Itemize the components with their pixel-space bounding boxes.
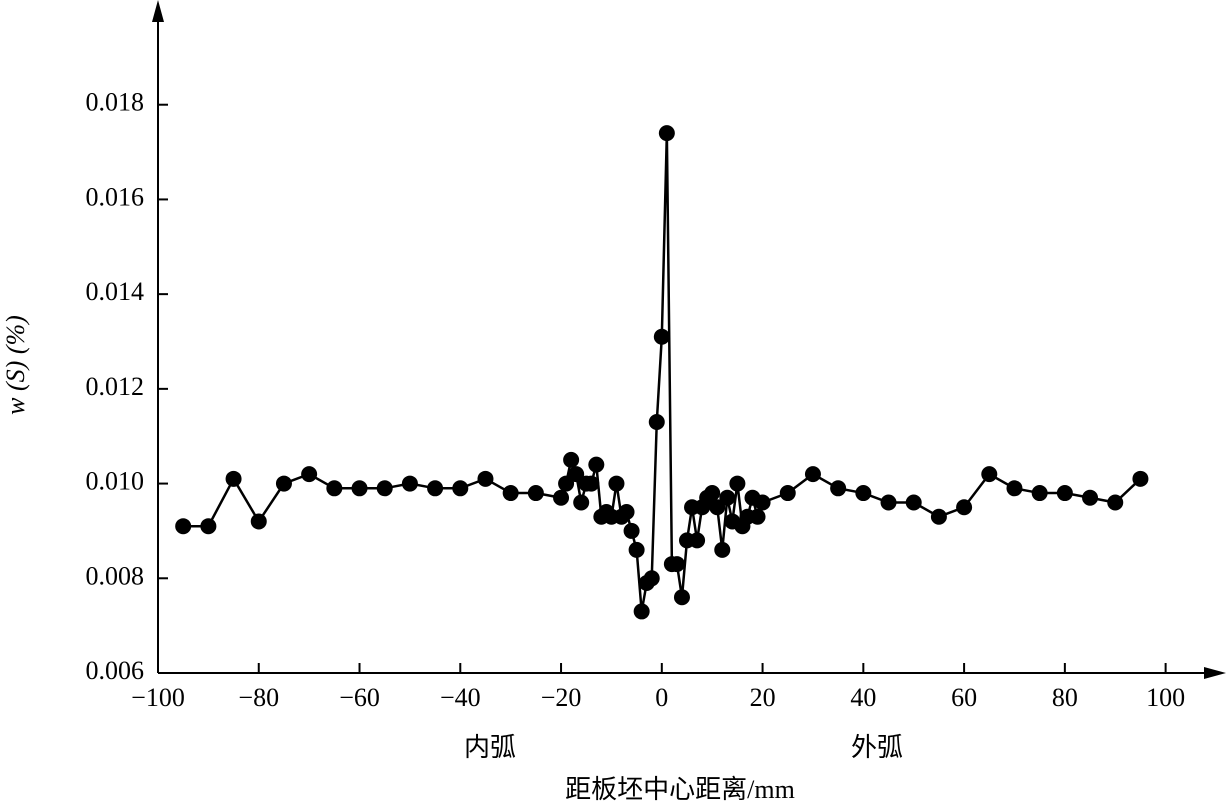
x-axis-label: 距板坯中心距离/mm bbox=[565, 775, 795, 804]
x-tick-label: 100 bbox=[1146, 683, 1185, 712]
data-point bbox=[558, 475, 575, 492]
y-tick-label: 0.018 bbox=[86, 88, 145, 117]
data-point bbox=[628, 541, 645, 558]
x-tick-label: −20 bbox=[541, 683, 582, 712]
x-tick-label: 80 bbox=[1052, 683, 1078, 712]
data-point bbox=[1056, 485, 1073, 502]
data-point bbox=[301, 466, 318, 483]
data-point bbox=[714, 541, 731, 558]
data-point bbox=[704, 485, 721, 502]
data-point bbox=[588, 456, 605, 473]
data-point bbox=[275, 475, 292, 492]
data-point bbox=[653, 328, 670, 345]
x-tick-label: 0 bbox=[655, 683, 668, 712]
data-point bbox=[553, 489, 570, 506]
data-point bbox=[1031, 485, 1048, 502]
y-tick-label: 0.006 bbox=[86, 656, 145, 685]
data-point bbox=[658, 125, 675, 142]
data-point bbox=[502, 485, 519, 502]
series-line bbox=[183, 133, 1142, 612]
x-tick-label: −80 bbox=[238, 683, 279, 712]
data-point bbox=[880, 494, 897, 511]
data-point bbox=[573, 494, 590, 511]
x-tick-label: −60 bbox=[339, 683, 380, 712]
data-point bbox=[427, 480, 444, 497]
data-point bbox=[709, 499, 726, 516]
data-point bbox=[729, 475, 746, 492]
y-tick-label: 0.010 bbox=[86, 467, 145, 496]
data-point bbox=[1006, 480, 1023, 497]
x-tick-label: 40 bbox=[850, 683, 876, 712]
data-point bbox=[689, 532, 706, 549]
x-axis-arrow bbox=[1204, 667, 1226, 679]
data-point bbox=[855, 485, 872, 502]
data-point bbox=[673, 589, 690, 606]
data-point bbox=[830, 480, 847, 497]
data-point bbox=[804, 466, 821, 483]
y-tick-label: 0.014 bbox=[86, 277, 145, 306]
data-point bbox=[719, 489, 736, 506]
data-point bbox=[930, 508, 947, 525]
data-point bbox=[326, 480, 343, 497]
y-axis-arrow bbox=[152, 0, 164, 22]
data-point bbox=[583, 475, 600, 492]
data-point bbox=[452, 480, 469, 497]
data-point bbox=[477, 470, 494, 487]
data-point bbox=[527, 485, 544, 502]
x-tick-label: 60 bbox=[951, 683, 977, 712]
data-point bbox=[956, 499, 973, 516]
annotation: 内弧 bbox=[464, 733, 516, 762]
data-point bbox=[905, 494, 922, 511]
data-point bbox=[779, 485, 796, 502]
data-point bbox=[754, 494, 771, 511]
data-point bbox=[618, 503, 635, 520]
data-point bbox=[1107, 494, 1124, 511]
data-point bbox=[749, 508, 766, 525]
data-point bbox=[225, 470, 242, 487]
annotation: 外弧 bbox=[851, 733, 903, 762]
data-point bbox=[668, 556, 685, 573]
y-axis-label: w (S) (%) bbox=[1, 315, 30, 415]
data-point bbox=[250, 513, 267, 530]
data-point bbox=[175, 518, 192, 535]
data-point bbox=[648, 414, 665, 431]
data-point bbox=[376, 480, 393, 497]
y-tick-label: 0.016 bbox=[86, 182, 145, 211]
data-point bbox=[563, 451, 580, 468]
y-tick-label: 0.012 bbox=[86, 372, 145, 401]
y-tick-label: 0.008 bbox=[86, 561, 145, 590]
data-point bbox=[643, 570, 660, 587]
data-point bbox=[200, 518, 217, 535]
data-point bbox=[1082, 489, 1099, 506]
data-point bbox=[1132, 470, 1149, 487]
data-point bbox=[633, 603, 650, 620]
data-point bbox=[623, 522, 640, 539]
data-point bbox=[401, 475, 418, 492]
data-point bbox=[608, 475, 625, 492]
data-point bbox=[351, 480, 368, 497]
data-point bbox=[568, 466, 585, 483]
x-tick-label: −100 bbox=[131, 683, 185, 712]
data-point bbox=[981, 466, 998, 483]
x-tick-label: −40 bbox=[440, 683, 481, 712]
x-tick-label: 20 bbox=[750, 683, 776, 712]
